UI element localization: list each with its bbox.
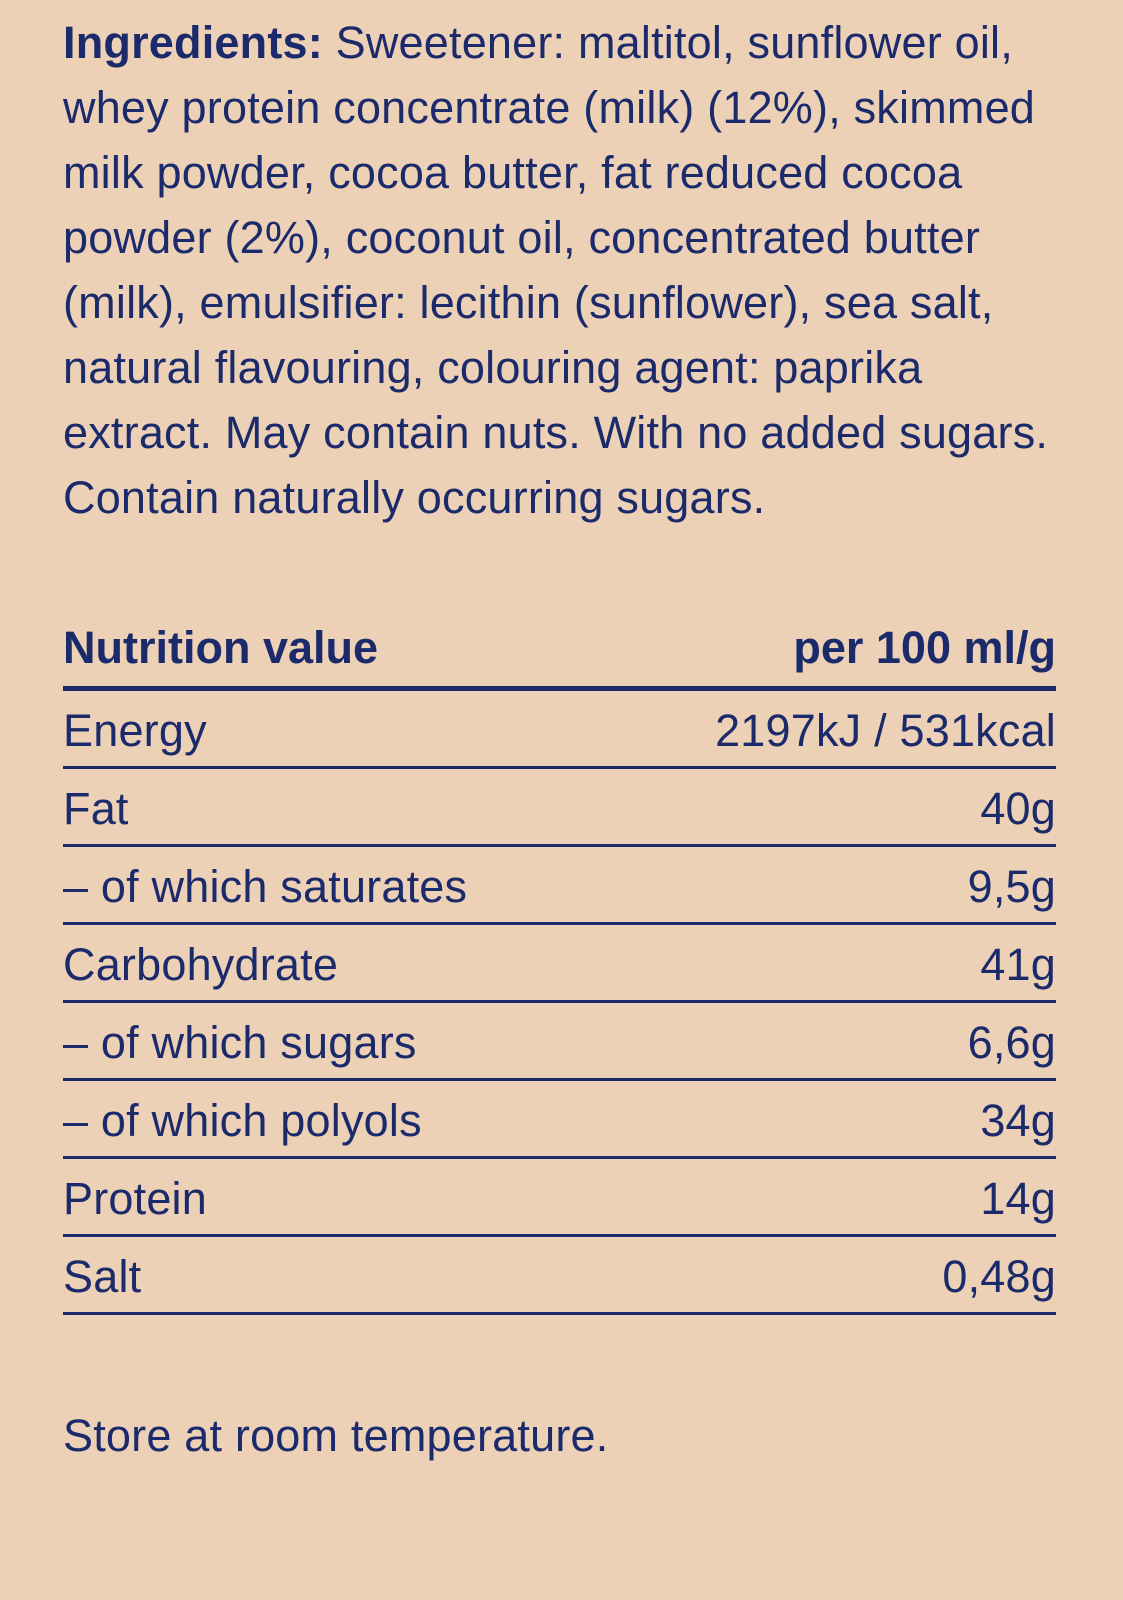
row-label: Salt [63, 1251, 142, 1302]
row-label: – of which saturates [63, 861, 468, 912]
row-label: Protein [63, 1173, 207, 1224]
row-value: 34g [980, 1095, 1056, 1146]
nutrition-row-carbohydrate: Carbohydrate 41g [63, 925, 1056, 1003]
nutrition-table: Nutrition value per 100 ml/g Energy 2197… [63, 622, 1056, 1315]
nutrition-row-sugars: – of which sugars 6,6g [63, 1003, 1056, 1081]
row-value: 2197kJ / 531kcal [715, 705, 1056, 756]
ingredients-text: Sweetener: maltitol, sunflower oil, whey… [63, 17, 1049, 523]
nutrition-row-protein: Protein 14g [63, 1159, 1056, 1237]
row-value: 6,6g [967, 1017, 1056, 1068]
row-value: 40g [980, 783, 1056, 834]
row-label: – of which polyols [63, 1095, 422, 1146]
nutrition-row-energy: Energy 2197kJ / 531kcal [63, 691, 1056, 769]
ingredients-paragraph: Ingredients: Sweetener: maltitol, sunflo… [63, 10, 1056, 530]
storage-note: Store at room temperature. [63, 1410, 609, 1461]
ingredients-heading: Ingredients: [63, 17, 323, 68]
nutrition-table-header: Nutrition value per 100 ml/g [63, 622, 1056, 691]
row-value: 14g [980, 1173, 1056, 1224]
row-value: 41g [980, 939, 1056, 990]
row-value: 0,48g [942, 1251, 1056, 1302]
row-label: Energy [63, 705, 207, 756]
nutrition-header-unit: per 100 ml/g [793, 622, 1056, 673]
nutrition-header-label: Nutrition value [63, 622, 379, 673]
row-label: – of which sugars [63, 1017, 417, 1068]
nutrition-row-salt: Salt 0,48g [63, 1237, 1056, 1315]
nutrition-row-saturates: – of which saturates 9,5g [63, 847, 1056, 925]
nutrition-row-fat: Fat 40g [63, 769, 1056, 847]
row-label: Carbohydrate [63, 939, 339, 990]
row-value: 9,5g [967, 861, 1056, 912]
row-label: Fat [63, 783, 129, 834]
nutrition-row-polyols: – of which polyols 34g [63, 1081, 1056, 1159]
